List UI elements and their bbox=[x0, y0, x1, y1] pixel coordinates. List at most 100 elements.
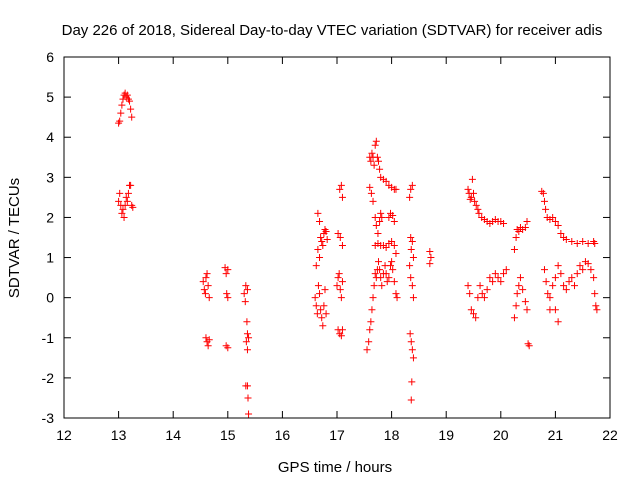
data-point-lower bbox=[334, 274, 342, 282]
x-tick-label: 20 bbox=[493, 427, 509, 443]
data-point-upper bbox=[562, 236, 570, 244]
data-point-lower bbox=[204, 282, 212, 290]
data-point-lower bbox=[576, 262, 584, 270]
data-point-lower bbox=[317, 306, 325, 314]
data-point-upper bbox=[512, 234, 520, 241]
data-point-lower bbox=[368, 306, 376, 314]
data-point-lower bbox=[363, 346, 371, 354]
y-tick-label: -1 bbox=[42, 330, 55, 346]
data-point-upper bbox=[371, 213, 379, 221]
data-point-lower bbox=[243, 318, 251, 326]
data-point-upper bbox=[388, 238, 396, 246]
data-point-lower bbox=[311, 294, 319, 302]
data-point-lower bbox=[480, 294, 488, 302]
data-point-lower bbox=[314, 282, 322, 290]
data-point-upper bbox=[372, 137, 380, 145]
data-point-lower bbox=[470, 310, 477, 318]
data-point-lower bbox=[389, 266, 397, 274]
data-point-upper bbox=[316, 254, 324, 262]
data-point-lower bbox=[205, 294, 213, 302]
data-point-lower bbox=[243, 382, 251, 390]
data-point-lower bbox=[510, 314, 518, 322]
data-point-lower bbox=[467, 306, 475, 314]
data-point-upper bbox=[584, 240, 592, 248]
data-point-lower bbox=[573, 270, 581, 278]
data-point-lower bbox=[203, 270, 211, 278]
data-point-lower bbox=[204, 342, 212, 350]
y-tick-label: 3 bbox=[46, 169, 54, 185]
data-point-upper bbox=[554, 221, 562, 229]
data-point-upper bbox=[323, 236, 331, 244]
data-point-lower bbox=[544, 290, 552, 298]
data-point-upper bbox=[121, 201, 129, 209]
data-point-lower bbox=[464, 282, 472, 290]
data-point-lower bbox=[367, 318, 375, 326]
x-tick-label: 19 bbox=[438, 427, 454, 443]
data-point-lower bbox=[370, 282, 378, 290]
data-point-upper bbox=[542, 205, 550, 213]
data-point-lower bbox=[571, 282, 579, 290]
data-point-lower bbox=[374, 258, 382, 266]
data-point-upper bbox=[464, 185, 472, 193]
data-point-upper bbox=[378, 213, 386, 221]
data-point-lower bbox=[244, 394, 252, 402]
data-point-lower bbox=[472, 314, 480, 322]
data-point-upper bbox=[337, 181, 345, 189]
data-point-lower bbox=[243, 330, 251, 338]
data-point-lower bbox=[565, 278, 573, 286]
y-tick-label: 0 bbox=[46, 290, 54, 306]
x-tick-label: 22 bbox=[602, 427, 618, 443]
data-point-lower bbox=[240, 290, 248, 298]
data-point-upper bbox=[573, 240, 581, 248]
data-point-upper bbox=[389, 211, 397, 219]
data-point-lower bbox=[242, 338, 250, 346]
data-point-upper bbox=[408, 181, 416, 189]
data-points bbox=[115, 89, 601, 418]
data-point-lower bbox=[243, 286, 251, 294]
data-point-upper bbox=[407, 234, 415, 241]
data-point-lower bbox=[337, 332, 345, 340]
data-point-upper bbox=[119, 205, 127, 213]
data-point-lower bbox=[568, 274, 576, 282]
data-point-lower bbox=[387, 262, 395, 270]
data-point-upper bbox=[468, 175, 476, 183]
data-point-lower bbox=[393, 294, 401, 302]
data-point-lower bbox=[407, 396, 415, 404]
data-point-lower bbox=[478, 290, 486, 298]
data-point-upper bbox=[591, 240, 599, 248]
data-point-upper bbox=[427, 254, 435, 262]
x-tick-label: 14 bbox=[165, 427, 181, 443]
data-point-upper bbox=[470, 189, 477, 197]
data-point-lower bbox=[557, 270, 565, 278]
data-point-upper bbox=[374, 157, 382, 165]
data-point-lower bbox=[378, 282, 386, 290]
data-point-upper bbox=[322, 227, 330, 235]
x-tick-label: 15 bbox=[220, 427, 236, 443]
data-point-lower bbox=[409, 354, 417, 362]
data-point-upper bbox=[366, 183, 374, 191]
data-point-upper bbox=[540, 197, 548, 205]
data-point-upper bbox=[128, 113, 136, 121]
y-tick-label: 6 bbox=[46, 49, 54, 65]
data-point-lower bbox=[515, 282, 523, 290]
data-point-upper bbox=[369, 197, 377, 205]
data-point-lower bbox=[579, 266, 587, 274]
data-point-lower bbox=[407, 338, 415, 346]
y-axis-label: SDTVAR / TECUs bbox=[6, 178, 23, 298]
data-point-lower bbox=[392, 290, 400, 298]
data-point-upper bbox=[510, 246, 518, 254]
data-point-lower bbox=[376, 266, 384, 274]
data-point-upper bbox=[407, 246, 415, 254]
data-point-upper bbox=[123, 91, 131, 99]
data-point-lower bbox=[466, 290, 474, 298]
data-point-lower bbox=[320, 302, 328, 310]
data-point-lower bbox=[513, 290, 521, 298]
data-point-lower bbox=[366, 326, 374, 334]
y-tick-label: -3 bbox=[42, 410, 55, 426]
data-point-upper bbox=[116, 117, 124, 125]
data-point-upper bbox=[551, 217, 559, 225]
data-point-lower bbox=[382, 270, 390, 278]
data-point-upper bbox=[116, 189, 124, 197]
data-point-upper bbox=[123, 197, 131, 205]
